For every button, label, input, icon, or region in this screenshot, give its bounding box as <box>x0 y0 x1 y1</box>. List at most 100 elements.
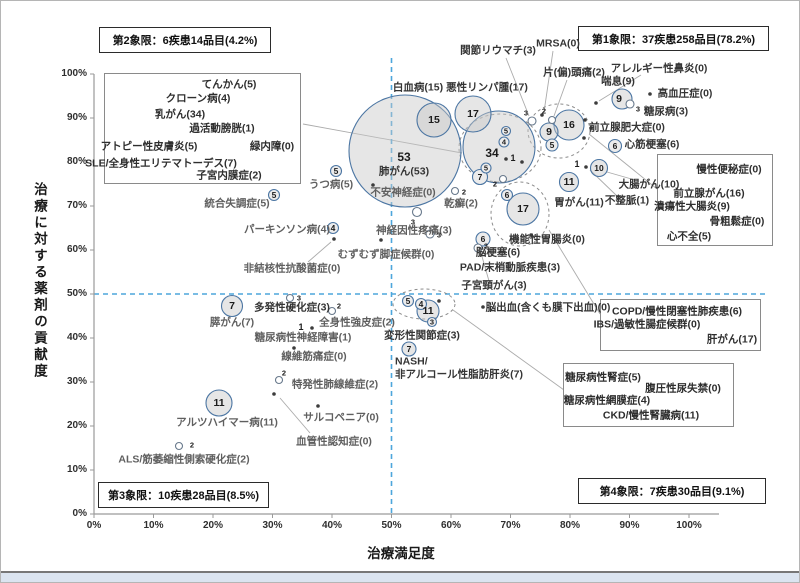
disease-bubble <box>426 316 438 328</box>
disease-marker <box>527 116 537 126</box>
bubble-count-label: 11 <box>422 305 434 317</box>
disease-bubble <box>220 294 244 318</box>
bubble-count-label: 34 <box>485 146 499 160</box>
disease-label: うつ病(5) <box>308 178 354 191</box>
bubble-count-label: 3 <box>635 104 641 114</box>
disease-group-box <box>657 154 773 246</box>
bubble-count-label: 15 <box>428 114 440 126</box>
y-tick-label: 0% <box>72 508 87 519</box>
x-tick-label: 70% <box>500 520 521 531</box>
disease-marker <box>174 441 184 451</box>
bubble-count-label: 6 <box>612 141 618 151</box>
disease-bubble <box>454 95 492 133</box>
disease-bubble <box>205 389 233 417</box>
disease-marker <box>411 206 423 218</box>
bubble-count-label: 5 <box>483 163 489 173</box>
quadrant-summary-box: 第2象限：6疾患14品目(4.2%) <box>99 27 271 53</box>
disease-marker <box>498 174 508 184</box>
leader-line <box>480 252 490 282</box>
disease-label: 悪性リンパ腫(17) <box>446 81 528 94</box>
y-tick-label: 30% <box>66 376 87 387</box>
disease-label: サルコペニア(0) <box>303 411 379 424</box>
leader-line <box>598 74 642 102</box>
disease-point-dot <box>292 346 296 350</box>
group-box-disease-label: 子宮内膜症(2) <box>196 169 262 182</box>
bubble-count-label: 2 <box>336 301 342 311</box>
disease-bubble <box>462 110 536 184</box>
disease-label: 不安神経症(0) <box>370 186 436 199</box>
disease-bubble <box>326 221 340 235</box>
bubble-count-label: 5 <box>271 190 277 200</box>
quadrant-summary-box: 第4象限：7疾患30品目(9.1%) <box>578 478 766 504</box>
cluster-outline <box>458 113 542 183</box>
disease-marker <box>285 293 295 303</box>
bubble-count-label: 2 <box>281 368 287 378</box>
disease-point-dot <box>371 183 375 187</box>
disease-bubble <box>329 164 343 178</box>
disease-marker <box>327 306 337 316</box>
y-tick-label: 50% <box>66 288 87 299</box>
bubble-count-label: 16 <box>563 119 575 131</box>
disease-label: 糖尿病(3) <box>643 105 689 118</box>
group-box-disease-label: 慢性便秘症(0) <box>696 163 762 176</box>
disease-marker <box>625 99 635 109</box>
disease-label: むずむず脚症候群(0) <box>337 248 435 261</box>
bubble-count-label: 3 <box>483 241 489 251</box>
disease-point-dot <box>504 157 508 161</box>
disease-point-dot <box>540 113 544 117</box>
disease-label: 不整脈(1) <box>604 194 650 207</box>
bubble-count-label: 5 <box>333 166 339 176</box>
bubble-count-label: 2 <box>461 187 467 197</box>
disease-point-dot <box>582 136 586 140</box>
y-tick-label: 20% <box>66 420 87 431</box>
disease-point-dot <box>379 238 383 242</box>
group-box-disease-label: COPD/慢性閉塞性肺疾患(6) <box>611 305 743 318</box>
group-box-disease-label: 糖尿病性網膜症(4) <box>563 394 651 407</box>
disease-label: 高血圧症(0) <box>657 87 713 100</box>
disease-label: 変形性関節症(3) <box>384 329 460 342</box>
disease-bubble <box>471 168 489 186</box>
disease-bubble <box>401 341 417 357</box>
group-box-disease-label: 緑内障(0) <box>249 140 295 153</box>
x-tick-label: 40% <box>321 520 342 531</box>
x-tick-label: 0% <box>86 520 102 531</box>
disease-point-dot <box>589 126 593 130</box>
x-tick-label: 100% <box>676 520 702 531</box>
bubble-count-label: 5 <box>405 296 411 306</box>
bubble-count-label: 53 <box>397 150 411 164</box>
disease-bubble <box>475 231 491 247</box>
disease-point-dot <box>316 404 320 408</box>
disease-label: 血管性認知症(0) <box>296 435 372 448</box>
disease-label: 神経因性疼痛(3) <box>376 224 452 237</box>
disease-label: 片(偏)頭痛(2) <box>543 66 605 79</box>
disease-bubble <box>348 94 462 208</box>
bubble-count-label: 2 <box>492 179 498 189</box>
bubble-count-label: 7 <box>406 344 412 354</box>
bubble-count-label: 3 <box>410 217 416 227</box>
group-box-disease-label: 前立腺がん(16) <box>673 187 745 200</box>
disease-label: 全身性強皮症(2) <box>319 316 395 329</box>
bubble-count-label: 5 <box>549 140 555 150</box>
disease-label: 機能性胃腸炎(0) <box>509 233 585 246</box>
disease-bubble <box>589 158 609 178</box>
y-tick-label: 70% <box>66 200 87 211</box>
bubble-count-label: 7 <box>229 300 235 312</box>
group-box-disease-label: 過活動膀胱(1) <box>189 122 255 135</box>
leader-line <box>606 171 636 181</box>
disease-bubble <box>416 102 452 138</box>
disease-label: 喘息(9) <box>601 75 635 88</box>
disease-label: 関節リウマチ(3) <box>460 44 536 57</box>
disease-label: 脳梗塞(6) <box>475 246 521 259</box>
cluster-outline <box>392 288 456 320</box>
bubble-count-label: 3 <box>436 230 442 240</box>
disease-point-dot <box>648 92 652 96</box>
disease-label: 胃がん(11) <box>554 196 604 209</box>
group-box-disease-label: CKD/慢性腎臓病(11) <box>602 409 700 422</box>
disease-group-box <box>600 299 761 351</box>
disease-point-dot <box>529 233 533 237</box>
group-box-disease-label: IBS/過敏性腸症候群(0) <box>593 318 701 331</box>
disease-label: NASH/ 非アルコール性脂肪肝炎(7) <box>395 355 524 380</box>
x-tick-label: 60% <box>440 520 461 531</box>
x-axis-title: 治療満足度 <box>367 546 435 561</box>
disease-label: 大腸がん(10) <box>618 178 680 191</box>
